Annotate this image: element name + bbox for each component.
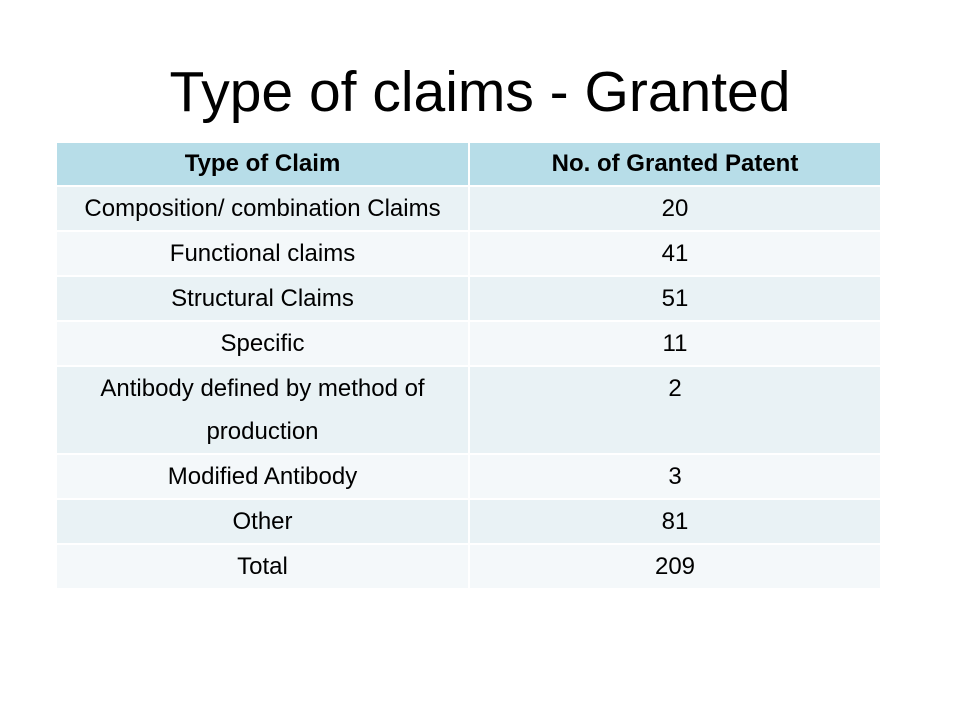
patent-count-cell: 20 (468, 186, 880, 232)
patent-count-cell: 3 (468, 454, 880, 500)
patent-count-cell: 81 (468, 499, 880, 545)
patent-count-cell: 2 (468, 366, 880, 455)
table-row: Other 81 (57, 499, 880, 545)
patent-count-cell: 41 (468, 231, 880, 277)
table-row-total: Total 209 (57, 544, 880, 590)
table-row: Composition/ combination Claims 20 (57, 186, 880, 232)
slide-title: Type of claims - Granted (169, 60, 791, 124)
claim-type-cell: Modified Antibody (57, 454, 469, 500)
table-header: Type of Claim No. of Granted Patent (57, 143, 880, 187)
header-row: Type of Claim No. of Granted Patent (57, 143, 880, 187)
claims-table: Type of Claim No. of Granted Patent Comp… (57, 143, 880, 590)
claim-type-cell: Specific (57, 321, 469, 367)
claim-type-cell: Functional claims (57, 231, 469, 277)
patent-count-cell: 209 (468, 544, 880, 590)
claim-type-cell: Total (57, 544, 469, 590)
table-row: Modified Antibody 3 (57, 454, 880, 500)
table-row: Structural Claims 51 (57, 276, 880, 322)
claim-type-cell: Structural Claims (57, 276, 469, 322)
table-row: Functional claims 41 (57, 231, 880, 277)
claim-type-cell: Antibody defined by method of production (57, 366, 469, 455)
claim-type-cell: Composition/ combination Claims (57, 186, 469, 232)
patent-count-cell: 11 (468, 321, 880, 367)
table-row: Antibody defined by method of production… (57, 366, 880, 455)
patent-count-cell: 51 (468, 276, 880, 322)
claim-type-cell: Other (57, 499, 469, 545)
header-type-of-claim: Type of Claim (57, 143, 469, 187)
header-granted-patent-count: No. of Granted Patent (468, 143, 880, 187)
table-row: Specific 11 (57, 321, 880, 367)
table-body: Composition/ combination Claims 20 Funct… (57, 186, 880, 590)
